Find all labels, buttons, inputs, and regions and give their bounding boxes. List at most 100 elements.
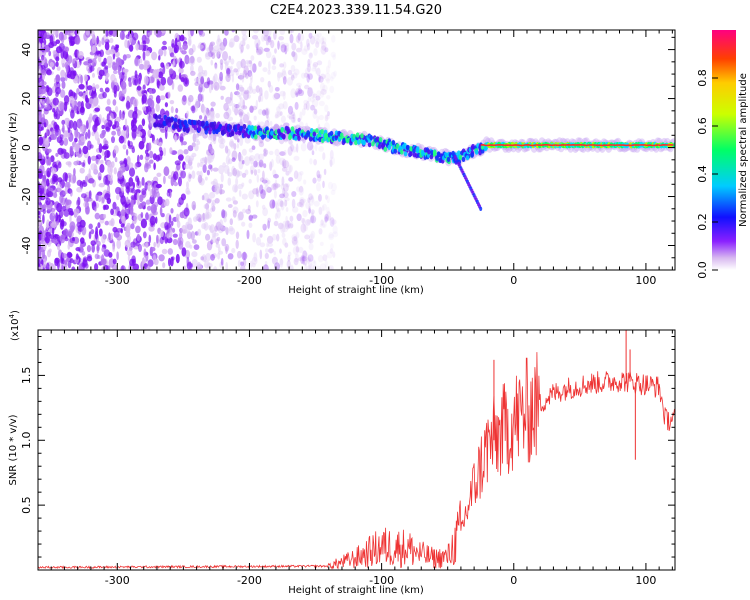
noise-blob [73, 92, 78, 101]
noise-blob [318, 74, 321, 83]
noise-blob [230, 91, 233, 101]
noise-blob [305, 122, 309, 131]
noise-blob [125, 225, 131, 233]
noise-blob [131, 129, 137, 139]
noise-blob [215, 112, 221, 119]
noise-blob [92, 97, 99, 107]
noise-blob [272, 57, 277, 65]
noise-blob [253, 160, 258, 168]
noise-blob [267, 242, 273, 247]
noise-blob [148, 225, 155, 232]
signal-blob [167, 122, 172, 128]
noise-blob [95, 84, 100, 89]
y-tick-label: 0 [20, 144, 33, 151]
noise-blob [248, 190, 255, 200]
noise-blob [88, 168, 91, 176]
noise-blob [311, 213, 314, 223]
noise-blob [290, 111, 295, 117]
noise-blob [215, 243, 220, 248]
noise-blob [245, 208, 251, 215]
noise-blob [149, 195, 155, 205]
noise-blob [69, 214, 72, 224]
noise-blob [88, 190, 92, 199]
noise-blob [121, 215, 126, 224]
noise-blob [292, 206, 299, 213]
noise-blob [241, 34, 248, 41]
noise-blob [305, 219, 311, 226]
noise-blob [193, 216, 198, 222]
noise-blob [287, 114, 293, 119]
noise-blob [233, 35, 240, 43]
noise-blob [321, 41, 327, 51]
noise-blob [63, 101, 68, 112]
noise-blob [271, 158, 274, 168]
noise-blob [313, 108, 318, 115]
noise-blob [330, 51, 336, 58]
noise-blob [232, 184, 239, 193]
noise-blob [133, 212, 138, 223]
noise-blob [243, 114, 249, 124]
noise-blob [116, 239, 121, 250]
noise-blob [261, 190, 267, 196]
noise-blob [308, 86, 314, 95]
noise-blob [279, 111, 283, 116]
noise-blob [267, 248, 275, 254]
y-tick-label: 20 [20, 92, 33, 106]
noise-blob [200, 256, 204, 261]
noise-blob [239, 40, 246, 47]
noise-blob [56, 202, 63, 213]
noise-blob [197, 44, 204, 49]
noise-blob [333, 70, 337, 77]
noise-blob [52, 173, 59, 183]
noise-blob [311, 91, 315, 100]
noise-blob [255, 99, 258, 110]
noise-blob [69, 189, 73, 197]
noise-blob [258, 159, 264, 168]
signal-blob [354, 140, 358, 146]
noise-blob [263, 47, 270, 53]
noise-blob [324, 260, 328, 269]
noise-blob [282, 187, 286, 197]
noise-blob [329, 156, 336, 166]
noise-blob [266, 179, 271, 185]
noise-blob [288, 177, 294, 182]
noise-blob [143, 59, 147, 68]
noise-blob [191, 200, 197, 211]
noise-blob [67, 208, 73, 213]
noise-blob [238, 211, 244, 221]
noise-blob [178, 197, 184, 206]
noise-blob [161, 45, 168, 51]
noise-blob [236, 170, 243, 177]
noise-blob [61, 57, 66, 67]
noise-blob [237, 84, 243, 89]
noise-blob [279, 90, 286, 97]
noise-blob [297, 32, 301, 41]
signal-blob [429, 154, 434, 160]
noise-blob [151, 51, 158, 61]
noise-blob [257, 168, 261, 174]
noise-blob [281, 68, 286, 76]
noise-blob [305, 265, 312, 270]
noise-blob [206, 77, 211, 86]
noise-blob [41, 204, 47, 211]
noise-blob [301, 256, 308, 262]
noise-blob [128, 44, 134, 52]
noise-blob [68, 174, 72, 183]
noise-blob [142, 231, 147, 239]
noise-blob [279, 193, 285, 199]
noise-blob [244, 169, 249, 176]
noise-blob [189, 55, 196, 66]
snr-scale-prefix: (x10 [10, 318, 21, 341]
noise-blob [153, 30, 157, 36]
noise-blob [265, 35, 272, 41]
noise-blob [236, 170, 241, 178]
noise-blob [47, 249, 51, 258]
noise-blob [272, 169, 277, 177]
noise-blob [43, 32, 51, 39]
noise-blob [172, 60, 175, 68]
noise-blob [138, 202, 145, 208]
noise-blob [210, 254, 216, 261]
noise-blob [188, 94, 194, 103]
noise-blob [112, 264, 118, 270]
noise-blob [92, 58, 97, 67]
